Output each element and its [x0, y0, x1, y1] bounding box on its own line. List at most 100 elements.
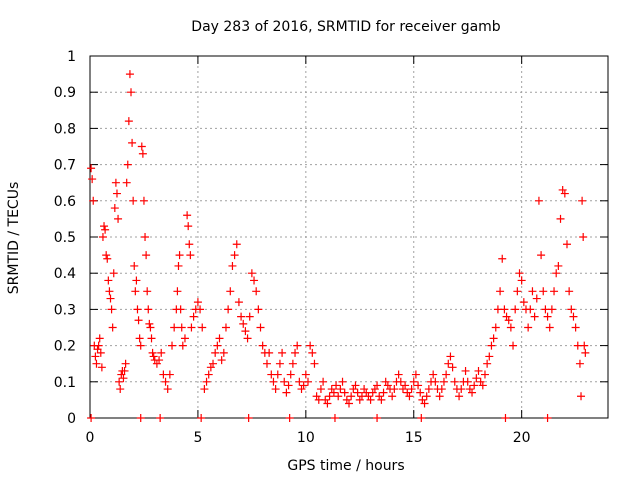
data-point	[96, 348, 105, 357]
data-point	[165, 370, 174, 379]
data-point	[230, 251, 239, 260]
data-point	[116, 385, 125, 394]
data-point	[198, 323, 207, 332]
data-point	[571, 323, 580, 332]
data-point	[224, 305, 233, 314]
data-point	[211, 348, 220, 357]
data-point	[444, 359, 453, 368]
data-point	[129, 196, 138, 205]
data-point	[345, 399, 353, 408]
x-tick-label: 10	[297, 430, 315, 446]
data-point	[103, 254, 112, 263]
data-point	[137, 142, 146, 151]
data-point	[407, 385, 416, 394]
data-point	[446, 352, 455, 361]
data-point	[213, 341, 222, 350]
data-point	[308, 348, 317, 357]
data-point	[269, 377, 278, 386]
data-point	[575, 359, 584, 368]
data-point	[293, 341, 302, 350]
plot-border	[89, 55, 609, 419]
data-point	[524, 323, 533, 332]
data-point	[401, 381, 410, 390]
data-point	[148, 348, 157, 357]
data-point	[146, 323, 155, 332]
data-point	[125, 70, 134, 79]
data-point	[286, 370, 295, 379]
data-point	[543, 312, 552, 321]
data-point	[560, 189, 569, 198]
data-point	[463, 377, 472, 386]
data-point	[480, 370, 489, 379]
data-point	[581, 348, 590, 357]
data-point	[539, 287, 548, 296]
data-point	[114, 214, 123, 223]
data-point	[504, 316, 513, 325]
data-point	[177, 323, 186, 332]
data-point	[511, 305, 520, 314]
data-point	[489, 334, 498, 343]
y-tick-label: 0.4	[54, 266, 76, 282]
data-point	[282, 388, 291, 397]
data-point	[193, 298, 202, 307]
data-point	[498, 254, 507, 263]
data-point	[532, 294, 541, 303]
data-point	[109, 269, 118, 278]
data-point	[325, 392, 334, 401]
data-point	[156, 414, 165, 422]
data-point	[429, 370, 438, 379]
data-point	[107, 305, 116, 314]
data-point	[301, 370, 310, 379]
data-point	[219, 348, 228, 357]
data-point	[562, 240, 571, 249]
data-point	[565, 287, 574, 296]
data-point	[379, 388, 388, 397]
data-point	[265, 348, 274, 357]
data-point	[131, 287, 140, 296]
data-point	[111, 178, 120, 187]
data-point	[128, 138, 137, 147]
data-point	[501, 414, 510, 422]
data-point	[91, 352, 100, 361]
data-point	[545, 323, 554, 332]
data-point	[373, 381, 382, 390]
data-point	[580, 341, 589, 350]
data-point	[247, 269, 256, 278]
chart-title: Day 283 of 2016, SRMTID for receiver gam…	[191, 19, 501, 35]
data-point	[110, 204, 119, 213]
y-tick-label: 0.1	[54, 375, 76, 391]
data-point	[472, 374, 481, 383]
data-point	[258, 341, 267, 350]
data-point	[273, 370, 282, 379]
data-point	[87, 414, 96, 422]
data-point	[245, 312, 254, 321]
data-point	[232, 240, 241, 249]
data-point	[142, 251, 151, 260]
data-point	[537, 251, 546, 260]
data-point	[526, 305, 535, 314]
data-point	[338, 377, 347, 386]
data-point	[468, 388, 477, 397]
data-point	[244, 414, 253, 422]
data-point	[396, 377, 405, 386]
data-point	[95, 334, 104, 343]
data-point	[577, 392, 586, 401]
data-point	[288, 359, 297, 368]
data-point	[275, 359, 284, 368]
data-point	[262, 359, 271, 368]
data-point	[175, 251, 184, 260]
data-point	[388, 392, 397, 401]
data-point	[517, 276, 526, 285]
data-point	[123, 160, 132, 169]
y-tick-label: 0.8	[54, 121, 76, 137]
data-point	[98, 233, 107, 241]
data-point	[310, 359, 319, 368]
data-point	[161, 377, 170, 386]
data-point	[424, 385, 433, 394]
data-point	[228, 261, 237, 270]
data-point	[104, 276, 113, 285]
data-point	[409, 377, 418, 386]
data-point	[340, 388, 349, 397]
data-point	[373, 414, 382, 422]
